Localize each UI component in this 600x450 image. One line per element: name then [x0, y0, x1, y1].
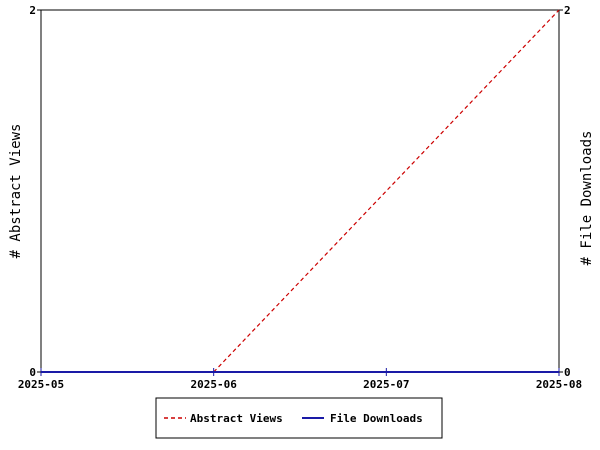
y-axis-right-title: # File Downloads — [579, 131, 595, 266]
legend: Abstract Views File Downloads — [155, 397, 443, 439]
x-tick-label: 2025-08 — [536, 378, 582, 391]
y-left-tick-label: 2 — [29, 4, 36, 17]
legend-label-file-downloads: File Downloads — [330, 412, 423, 425]
y-left-tick-label: 0 — [29, 366, 36, 379]
x-tick-label: 2025-06 — [190, 378, 237, 391]
legend-box — [155, 397, 443, 439]
y-axis-left: 02 — [29, 4, 41, 379]
x-axis: 2025-05 2025-06 2025-07 2025-08 — [18, 368, 582, 391]
y-right-tick-label: 2 — [564, 4, 571, 17]
series-line-abstract-views — [213, 9, 560, 373]
y-axis-right: 02 — [559, 4, 571, 379]
x-tick-label: 2025-07 — [363, 378, 409, 391]
plot-area — [40, 9, 560, 373]
legend-label-abstract-views: Abstract Views — [190, 412, 283, 425]
y-axis-left-title: # Abstract Views — [8, 124, 24, 259]
series-layer — [41, 9, 560, 373]
x-tick-label: 2025-05 — [18, 378, 64, 391]
y-right-tick-label: 0 — [564, 366, 571, 379]
